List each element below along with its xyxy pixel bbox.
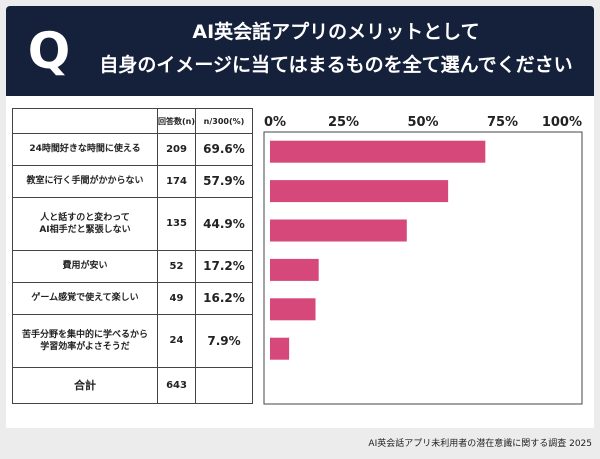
bar	[270, 180, 449, 203]
bar-chart: 0% 25% 50% 75% 100%	[263, 115, 583, 405]
row-pct: 17.2%	[195, 249, 253, 283]
header-banner: Q AI英会話アプリのメリットとして 自身のイメージに当てはまるものを全て選んで…	[6, 6, 594, 96]
row-pct: 16.2%	[195, 281, 253, 315]
plot-frame	[263, 131, 583, 405]
row-count: 209	[157, 133, 196, 166]
row-count: 135	[157, 196, 196, 251]
title-line-1: AI英会話アプリのメリットとして	[192, 21, 480, 43]
row-count: 24	[157, 313, 196, 368]
row-pct: 57.9%	[195, 164, 253, 198]
row-count: 52	[157, 249, 196, 283]
x-tick-label: 25%	[328, 115, 359, 130]
q-icon: Q	[27, 22, 71, 80]
table-total-row: 合計 643	[12, 366, 253, 405]
label-column-header	[12, 108, 158, 134]
table-row: 苦手分野を集中的に学べるから 学習効率がよさそうだ 24 7.9%	[12, 313, 253, 368]
table-row: 教室に行く手間がかからない 174 57.9%	[12, 164, 253, 198]
row-label: 24時間好きな時間に使える	[12, 133, 158, 166]
table-row: 24時間好きな時間に使える 209 69.6%	[12, 133, 253, 166]
x-tick-label: 0%	[264, 115, 286, 130]
source-note: AI英会話アプリ未利用者の潜在意識に関する調査 2025	[368, 439, 592, 449]
pct-column-header: n/300(%)	[195, 108, 253, 134]
bar	[270, 298, 316, 321]
count-column-header: 回答数(n)	[157, 108, 196, 134]
title-line-2: 自身のイメージに当てはまるものを全て選んでください	[99, 54, 573, 76]
bar	[270, 219, 407, 242]
total-label: 合計	[12, 366, 158, 405]
chart-panel: 回答数(n) n/300(%) 24時間好きな時間に使える 209 69.6% …	[6, 96, 594, 428]
answer-table: 回答数(n) n/300(%) 24時間好きな時間に使える 209 69.6% …	[12, 108, 253, 405]
row-count: 174	[157, 164, 196, 198]
total-pct-cell	[195, 366, 253, 405]
bar	[270, 140, 486, 163]
bar	[270, 337, 290, 360]
row-label: 費用が安い	[12, 249, 158, 283]
row-pct: 69.6%	[195, 133, 253, 166]
bar	[270, 258, 319, 281]
x-tick-label: 50%	[407, 115, 438, 130]
x-tick-label: 100%	[542, 115, 582, 130]
row-label: 苦手分野を集中的に学べるから 学習効率がよさそうだ	[12, 313, 158, 368]
table-row: 費用が安い 52 17.2%	[12, 249, 253, 283]
row-pct: 44.9%	[195, 196, 253, 251]
table-header-row: 回答数(n) n/300(%)	[12, 108, 253, 134]
row-label: 教室に行く手間がかからない	[12, 164, 158, 198]
row-label: ゲーム感覚で使えて楽しい	[12, 281, 158, 315]
row-count: 49	[157, 281, 196, 315]
total-count: 643	[157, 366, 196, 405]
chart-title: AI英会話アプリのメリットとして 自身のイメージに当てはまるものを全て選んでくだ…	[86, 16, 586, 86]
x-tick-label: 75%	[487, 115, 518, 130]
table-row: 人と話すのと変わって AI相手だと緊張しない 135 44.9%	[12, 196, 253, 251]
row-pct: 7.9%	[195, 313, 253, 368]
table-row: ゲーム感覚で使えて楽しい 49 16.2%	[12, 281, 253, 315]
row-label: 人と話すのと変わって AI相手だと緊張しない	[12, 196, 158, 251]
